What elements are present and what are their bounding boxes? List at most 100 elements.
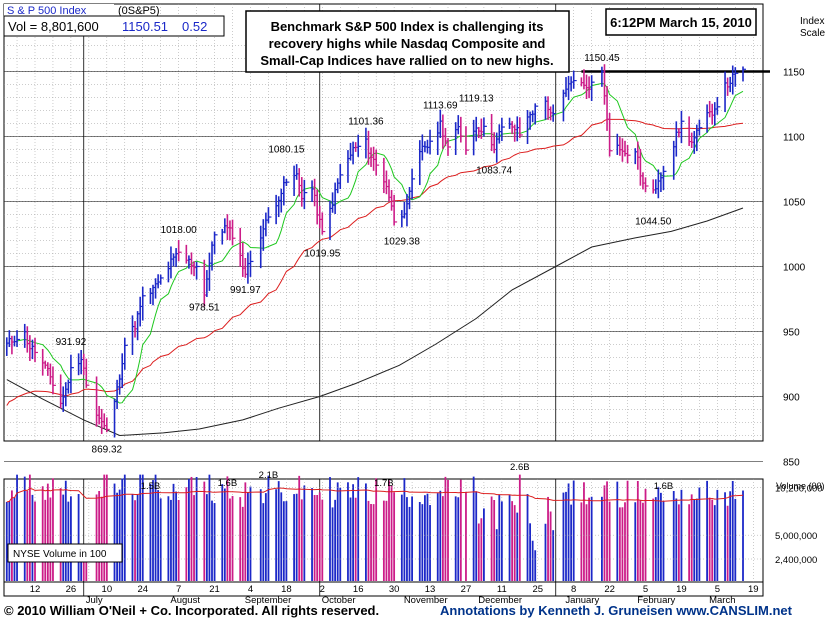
y-tick-label: 1150 [783,68,805,79]
price-bar [519,117,523,139]
title-bg [4,4,114,16]
volume-legend-box [7,543,123,563]
price-bar [249,250,254,277]
price-bar [195,261,200,280]
x-tick-label: 13 [425,584,436,595]
x-tick-label: 18 [281,584,292,595]
index-name: S & P 500 Index [7,5,87,17]
price-annotation-label: 1018.00 [161,225,198,236]
x-tick-label: 22 [604,584,615,595]
x-month-label: July [86,595,103,606]
price-bar [321,212,326,235]
x-month-label: January [565,595,599,606]
ma50-line [6,118,744,406]
x-tick-label: 4 [248,584,253,595]
annotation-line-1: Benchmark S&P 500 Index is challenging i… [271,19,544,34]
price-bar [16,330,21,348]
price-bar [742,66,746,82]
volume-annotations: 1.5B 1.6B 2.1B 1.7B 2.6B 1.6B [141,462,674,492]
price-annotation-label: 1101.36 [348,117,384,128]
y-tick-label: 1100 [783,133,805,144]
price-bar [159,274,164,285]
price-bar [231,219,236,246]
last-price: 1150.51 [122,19,168,34]
price-annotation-label: 1044.50 [635,217,672,228]
price-bar [626,144,631,164]
annotation-line-2: recovery highs while Nasdaq Composite an… [269,36,546,51]
price-bar [141,286,146,321]
x-tick-label: 12 [30,584,41,595]
price-bar [213,231,218,255]
scale-label-scale: Scale [800,28,825,39]
price-bar [52,366,56,395]
price-bar [429,129,434,155]
x-month-label: September [245,595,291,606]
y-axis-ticks: 850 900 950 1000 1050 1100 1150 [783,68,806,469]
copyright-footer: © 2010 William O'Neil + Co. Incorporated… [4,603,380,618]
x-tick-label: 5 [715,584,720,595]
y-tick-label: 1050 [783,198,806,209]
index-symbol: (0S&P5) [118,5,160,17]
volume-annotation-label: 1.7B [374,478,394,489]
price-bar [460,116,464,143]
x-tick-label: 27 [461,584,472,595]
annotation-credit: Annotations by Kenneth J. Gruneisen www.… [440,603,792,618]
y-tick-label: 1000 [783,263,806,274]
x-tick-label: 5 [643,584,648,595]
volume-annotation-label: 1.6B [654,481,674,492]
volume-average-line [6,487,744,503]
price-bar [123,337,128,370]
price-bar [590,75,595,102]
price-annotation-label: 1083.74 [476,166,513,177]
price-change: 0.52 [182,19,207,34]
price-bar [501,117,505,142]
x-tick-label: 7 [176,584,181,595]
price-bar [285,178,290,187]
x-tick-label: 19 [748,584,759,595]
price-annotation-label: 1019.95 [304,249,341,260]
volume-tick-label: 10,200,000 [775,484,823,495]
price-bar [716,96,721,115]
timestamp: 6:12PM March 15, 2010 [610,15,752,30]
volume-annotation-label: 2.6B [510,462,530,473]
price-bar [465,126,469,155]
volume-tick-label: 2,400,000 [775,555,817,566]
price-bar [267,207,272,224]
volume-tick-label: 5,000,000 [775,531,817,542]
volume-annotation-label: 1.5B [141,481,161,492]
x-tick-label: 19 [676,584,687,595]
price-annotation-label: 869.32 [92,444,123,455]
price-bar [698,119,703,136]
x-tick-label: 21 [209,584,220,595]
price-annotation-label: 978.51 [189,302,220,313]
price-annotation-label: 1119.13 [459,94,494,105]
x-tick-label: 10 [102,584,113,595]
x-tick-label: 30 [389,584,400,595]
x-tick-label: 26 [66,584,77,595]
price-annotation-label: 991.97 [230,285,261,296]
x-month-label: December [478,595,522,606]
price-bar [608,112,613,157]
date-axis-frame [3,581,764,597]
x-tick-label: 16 [353,584,364,595]
x-tick-label: 8 [571,584,576,595]
volume-text: Vol = 8,801,600 [8,19,99,34]
x-month-label: February [637,595,675,606]
volume-annotation-label: 1.6B [218,478,238,489]
price-bar [393,194,398,226]
x-tick-label: 24 [137,584,148,595]
y-tick-label: 950 [783,328,800,339]
volume-legend-text: NYSE Volume in 100 [13,549,107,560]
price-panel-frame [3,3,764,442]
quote-box [3,15,225,37]
ma200-line-group [6,207,744,437]
volume-y-ticks: 10,200,000 5,000,000 2,400,000 [4,484,823,566]
price-annotation-label: 1080.15 [268,144,305,155]
price-bar [662,165,667,191]
x-month-label: October [322,595,356,606]
price-bar [375,149,380,176]
annotation-line-3: Small-Cap Indices have rallied on to new… [260,53,553,68]
x-month-label: August [170,595,200,606]
price-bar [34,337,38,363]
